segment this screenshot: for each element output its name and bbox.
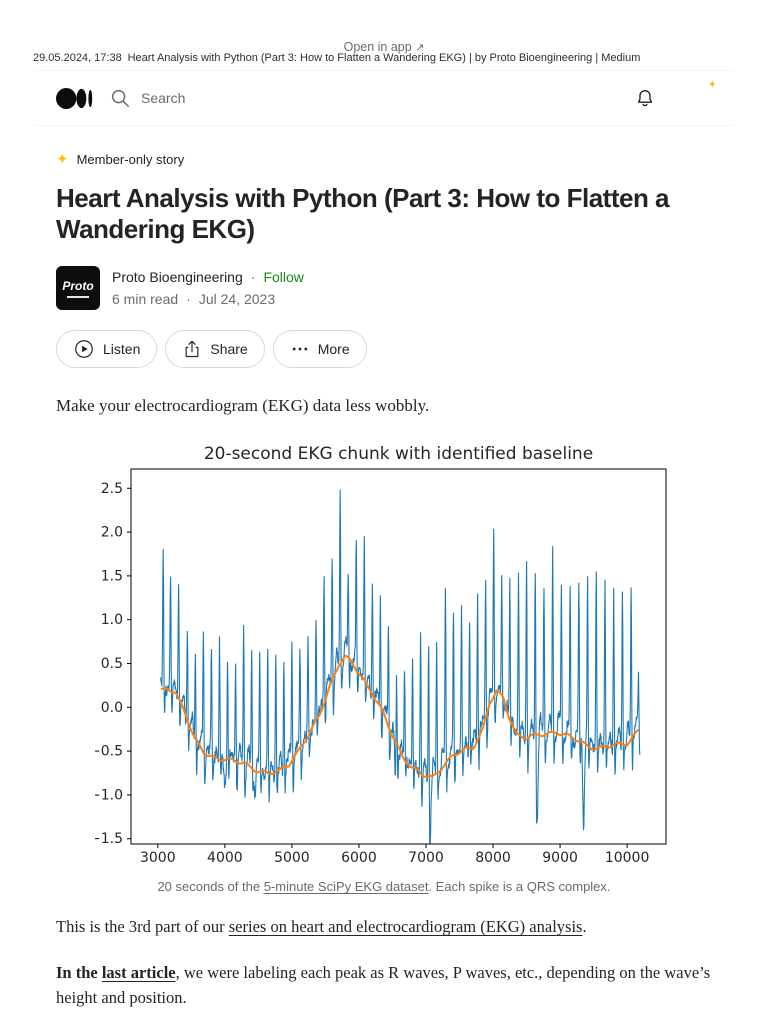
medium-logo[interactable] [56,87,93,109]
print-doc-title: Heart Analysis with Python (Part 3: How … [127,52,641,64]
svg-text:2.0: 2.0 [101,525,123,541]
lede-paragraph: Make your electrocardiogram (EKG) data l… [56,396,430,416]
svg-text:1.0: 1.0 [101,613,123,629]
dot-separator: · [250,269,256,286]
listen-label: Listen [103,341,141,358]
print-timestamp: 29.05.2024, 17:38 [33,52,122,64]
p2-rest: , we were labeling each peak as R waves,… [56,962,711,1008]
listen-button[interactable]: Listen [56,330,158,369]
p1-suffix: . [582,917,587,937]
search-icon[interactable] [109,87,131,109]
p1-prefix: This is the 3rd part of our [56,917,229,937]
article-actions: Listen Share More [56,330,712,369]
caption-prefix: 20 seconds of the [157,879,264,895]
svg-text:4000: 4000 [207,850,243,864]
article-title: Heart Analysis with Python (Part 3: How … [56,183,670,244]
follow-button[interactable]: Follow [263,269,304,286]
svg-text:8000: 8000 [475,850,511,864]
notifications-bell-icon[interactable] [634,87,656,109]
share-button[interactable]: Share [165,330,265,369]
svg-text:9000: 9000 [542,850,578,864]
svg-text:3000: 3000 [140,850,176,864]
article-main: ✦ Member-only story Heart Analysis with … [0,152,768,1011]
member-story-badge: ✦ Member-only story [56,152,712,167]
medium-logo-icon [56,87,93,109]
paragraph-series: This is the 3rd part of our series on he… [56,914,712,940]
ekg-chart-figure[interactable]: 20-second EKG chunk with identified base… [89,442,673,894]
svg-text:5000: 5000 [274,850,310,864]
last-article-link[interactable]: last article [101,962,176,982]
site-header: ✦ [36,71,732,126]
author-name-link[interactable]: Proto Bioengineering [112,269,243,286]
share-icon [185,341,199,358]
dot-separator: · [186,291,191,308]
publish-date: Jul 24, 2023 [198,291,276,308]
svg-text:0.0: 0.0 [101,700,123,716]
author-row: Proto Proto Bioengineering · Follow 6 mi… [56,266,712,311]
more-button[interactable]: More [272,330,367,369]
search-input[interactable] [141,90,281,106]
open-in-app-link[interactable]: Open in app ↗ [344,40,425,54]
chart-caption: 20 seconds of the 5-minute SciPy EKG dat… [95,879,673,894]
open-in-app-bar: Open in app ↗ [36,38,732,71]
svg-text:7000: 7000 [408,850,444,864]
svg-text:−0.5: −0.5 [95,744,123,760]
profile-avatar[interactable]: ✦ [682,79,717,113]
print-header: 29.05.2024, 17:38 Heart Analysis with Py… [0,52,768,64]
svg-text:1.5: 1.5 [101,569,123,585]
author-avatar[interactable]: Proto [56,266,100,311]
share-label: Share [210,341,248,358]
member-story-label: Member-only story [76,152,185,167]
author-info: Proto Bioengineering · Follow 6 min read… [112,269,304,307]
ellipsis-icon [292,347,307,351]
sparkle-star-icon: ✦ [56,151,69,168]
svg-text:0.5: 0.5 [101,656,123,672]
svg-text:20-second EKG chunk with ident: 20-second EKG chunk with identified base… [204,444,593,464]
p2-bold-prefix: In the [56,962,102,982]
svg-text:−1.0: −1.0 [95,788,123,804]
svg-text:6000: 6000 [341,850,377,864]
play-circle-icon [75,340,93,359]
open-in-app-label: Open in app [343,40,412,54]
more-label: More [317,341,350,358]
author-avatar-label: Proto [62,278,94,293]
dataset-link[interactable]: 5-minute SciPy EKG dataset [263,879,429,895]
svg-text:10000: 10000 [605,850,650,864]
paragraph-last-article: In the last article, we were labeling ea… [56,960,712,1011]
caption-suffix: . Each spike is a QRS complex. [428,879,611,895]
ekg-chart[interactable]: 20-second EKG chunk with identified base… [89,442,673,866]
search-box[interactable] [109,87,281,109]
svg-text:−1.5: −1.5 [95,832,123,848]
svg-text:2.5: 2.5 [101,481,123,497]
series-link[interactable]: series on heart and electrocardiogram (E… [228,917,583,937]
member-star-icon: ✦ [707,79,717,91]
header-right: ✦ [634,79,717,113]
read-time: 6 min read [112,291,179,308]
external-arrow-icon: ↗ [415,42,425,54]
